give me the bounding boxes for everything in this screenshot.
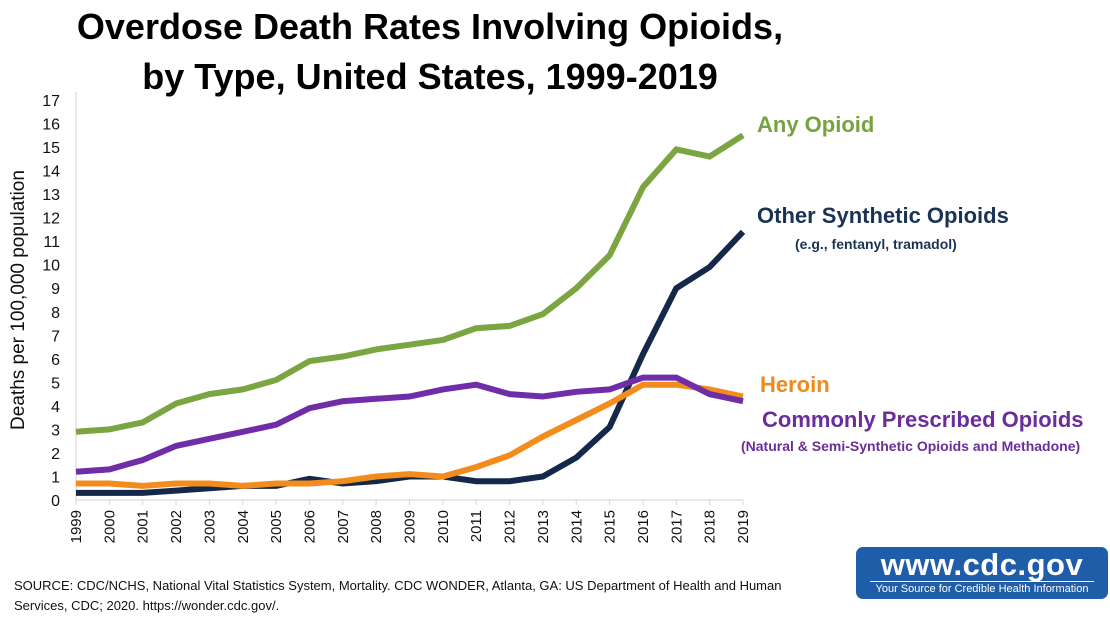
y-tick-label: 9: [51, 281, 60, 298]
x-tick-label: 2014: [568, 510, 585, 543]
series-line-commonly-prescribed-opioids: [75, 374, 744, 475]
x-tick-label: 2015: [602, 510, 619, 543]
x-tick-label: 2003: [201, 510, 218, 543]
chart-title-line-2: by Type, United States, 1999-2019: [142, 56, 718, 97]
label-heroin: Heroin: [760, 372, 830, 397]
x-tick-label: 1999: [68, 510, 85, 543]
x-tick-label: 2011: [468, 510, 485, 542]
x-tick-label: 2009: [402, 510, 419, 543]
cdc-logo-url: www.cdc.gov: [880, 547, 1084, 582]
y-tick-label: 7: [51, 328, 60, 345]
y-tick-label: 11: [43, 234, 60, 251]
x-tick-label: 2013: [535, 510, 552, 543]
x-tick-label: 2000: [101, 510, 118, 543]
y-tick-label: 13: [42, 187, 60, 204]
y-axis-label: Deaths per 100,000 population: [8, 170, 29, 430]
x-tick-label: 2019: [735, 510, 752, 543]
x-tick-label: 2002: [168, 510, 185, 543]
y-tick-label: 17: [42, 93, 60, 110]
source-note: SOURCE: CDC/NCHS, National Vital Statist…: [14, 578, 782, 613]
y-tick-label: 12: [42, 211, 60, 228]
series-lines: [75, 132, 746, 496]
y-tick-label: 16: [42, 117, 60, 134]
x-tick-label: 2010: [435, 510, 452, 543]
x-tick-label: 2006: [301, 510, 318, 543]
x-tick-label: 2005: [268, 510, 285, 543]
label-other-synthetic-subtitle: (e.g., fentanyl, tramadol): [795, 236, 957, 252]
series-line-other-synthetic-opioids: [76, 229, 746, 496]
y-tick-label: 3: [51, 422, 60, 439]
x-tick-label: 2017: [668, 510, 685, 543]
x-tick-label: 2001: [135, 510, 152, 543]
y-tick-label: 2: [51, 446, 60, 463]
y-tick-label: 14: [42, 164, 60, 181]
y-tick-label: 1: [51, 469, 60, 486]
x-tick-label: 2018: [702, 510, 719, 543]
x-tick-label: 2012: [502, 510, 519, 543]
label-commonly-prescribed-opioids: Commonly Prescribed Opioids: [762, 407, 1084, 432]
label-commonly-prescribed-subtitle: (Natural & Semi-Synthetic Opioids and Me…: [741, 438, 1081, 454]
label-any-opioid: Any Opioid: [757, 112, 875, 137]
chart-title: Overdose Death Rates Involving Opioids, …: [0, 2, 860, 102]
cdc-logo-tagline: Your Source for Credible Health Informat…: [870, 581, 1094, 596]
x-tick-label: 2008: [368, 510, 385, 543]
x-tick-label: 2007: [335, 510, 352, 543]
y-tick-label: 5: [51, 375, 60, 392]
x-tick-label: 2004: [235, 510, 252, 543]
y-tick-label: 8: [51, 305, 60, 322]
y-tick-label: 10: [42, 258, 60, 275]
series-line-heroin: [76, 381, 744, 489]
label-other-synthetic-opioids: Other Synthetic Opioids: [757, 203, 1009, 228]
y-tick-label: 0: [51, 493, 60, 510]
y-tick-label: 4: [51, 399, 60, 416]
x-tick-label: 2016: [635, 510, 652, 543]
y-tick-label: 6: [51, 352, 60, 369]
y-tick-label: 15: [42, 140, 60, 157]
chart-title-line-1: Overdose Death Rates Involving Opioids,: [76, 6, 784, 47]
cdc-logo-link[interactable]: www.cdc.gov Your Source for Credible Hea…: [856, 547, 1108, 599]
